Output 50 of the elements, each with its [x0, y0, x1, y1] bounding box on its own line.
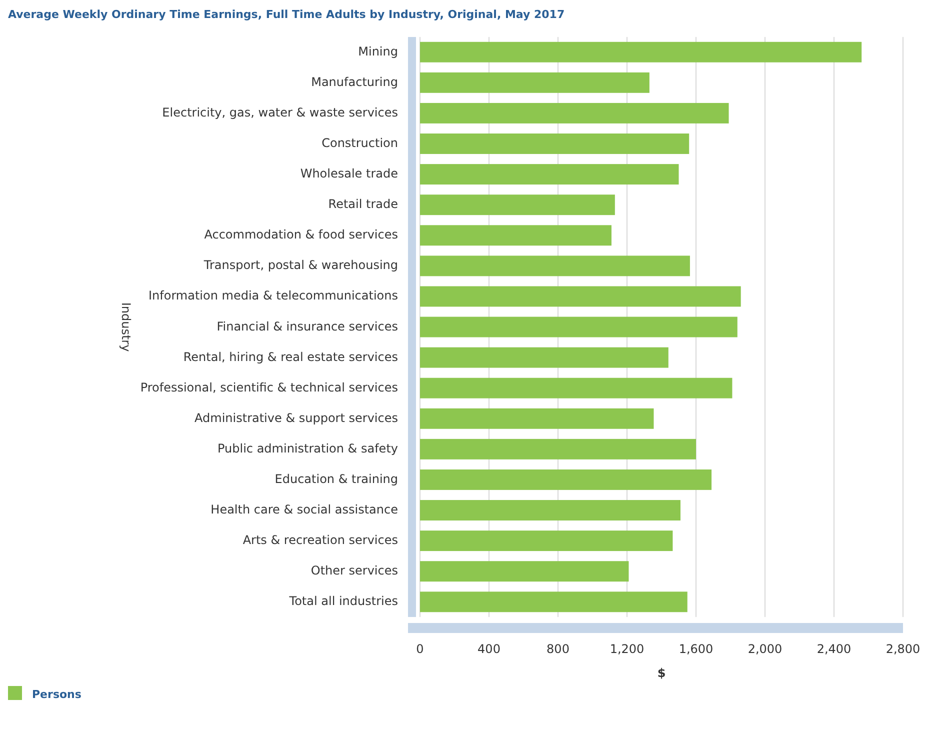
- bar: [420, 286, 741, 307]
- y-tick-label: Rental, hiring & real estate services: [183, 350, 398, 364]
- x-tick-label: 2,400: [816, 642, 852, 656]
- bar: [420, 225, 612, 246]
- bar: [420, 134, 690, 154]
- x-tick-label: 1,200: [610, 642, 644, 656]
- y-tick-label: Total all industries: [288, 594, 398, 608]
- bar: [420, 102, 729, 124]
- bar: [420, 438, 696, 460]
- y-axis-title: Industry: [119, 302, 133, 352]
- bar: [420, 408, 654, 429]
- y-tick-label: Financial & insurance services: [216, 319, 398, 334]
- y-tick-label: Transport, postal & warehousing: [202, 258, 398, 272]
- y-tick-label: Mining: [358, 44, 398, 58]
- x-tick-label: 1,600: [678, 642, 714, 656]
- y-tick-label: Education & training: [274, 472, 398, 486]
- x-tick-label: 2,000: [748, 642, 782, 656]
- bar: [420, 194, 615, 216]
- bar: [420, 500, 680, 520]
- y-tick-label: Accommodation & food services: [204, 228, 398, 242]
- bar: [420, 256, 690, 276]
- bar: [420, 72, 650, 93]
- y-tick-label: Administrative & support services: [194, 410, 398, 425]
- bar: [420, 347, 668, 368]
- bar: [420, 316, 738, 338]
- x-tick-label: 2,800: [886, 642, 920, 656]
- bar: [420, 469, 712, 490]
- bar: [420, 164, 679, 185]
- bar: [420, 561, 629, 582]
- y-tick-label: Retail trade: [328, 197, 398, 212]
- bar: [420, 378, 732, 398]
- y-tick-label: Professional, scientific & technical services: [140, 380, 398, 394]
- x-tick-label: 400: [478, 642, 500, 656]
- text: Average Weekly Ordinary Time Earnings, Full Time Adults by Industry, Original, May 2017: [8, 8, 565, 21]
- legend-label: Persons: [32, 688, 82, 701]
- y-tick-label: Health care & social assistance: [210, 502, 398, 517]
- y-tick-label: Information media & telecommunications: [148, 288, 398, 303]
- y-tick-label: Other services: [310, 564, 398, 578]
- bar: [420, 592, 688, 612]
- x-tick-label: 0: [416, 642, 424, 656]
- bar: [420, 42, 862, 62]
- x-axis-title: $: [657, 666, 666, 680]
- y-tick-label: Arts & recreation services: [242, 533, 398, 548]
- y-tick-label: Manufacturing: [311, 74, 398, 89]
- y-tick-label: Electricity, gas, water & waste services: [162, 105, 398, 120]
- x-tick-label: 800: [546, 642, 570, 656]
- bar: [420, 530, 673, 552]
- y-tick-label: Construction: [322, 136, 398, 150]
- y-tick-label: Wholesale trade: [300, 166, 398, 181]
- y-tick-label: Public administration & safety: [218, 441, 398, 456]
